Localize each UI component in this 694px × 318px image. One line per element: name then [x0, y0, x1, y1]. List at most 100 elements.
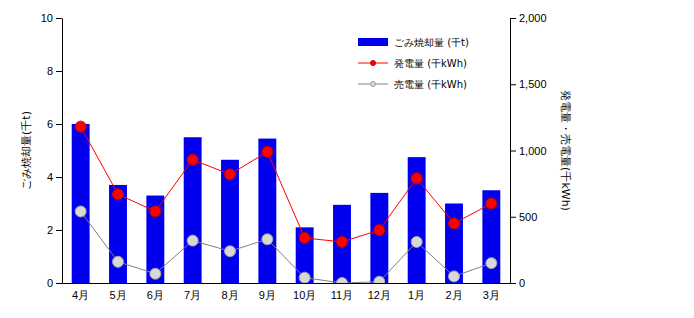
y2-axis-title: 発電量・売電量(千kWh): [559, 90, 572, 211]
tick: 1,000: [510, 145, 547, 157]
marker: [187, 235, 198, 246]
tick: 2月: [445, 283, 462, 301]
marker: [75, 121, 86, 132]
marker: [225, 169, 236, 180]
plot-area: [72, 121, 501, 283]
bar: [296, 227, 314, 283]
bar: [72, 124, 90, 283]
tick-mark: [510, 283, 516, 284]
tick: 1,500: [510, 78, 547, 90]
tick: 0: [510, 277, 525, 289]
marker: [449, 271, 460, 282]
tick-mark: [510, 217, 516, 218]
tick: 6: [47, 118, 62, 130]
tick-label: 1,000: [519, 145, 547, 157]
line: [81, 127, 492, 242]
tick: 4: [47, 171, 62, 183]
bar-series: [72, 124, 501, 283]
legend-label: 発電量 (千kWh): [394, 58, 467, 69]
tick-mark: [510, 84, 516, 85]
marker: [299, 232, 310, 243]
tick-label: 1,500: [519, 78, 547, 90]
bar: [370, 193, 388, 283]
axis-line: [63, 283, 511, 284]
marker: [150, 268, 161, 279]
tick: 9月: [259, 283, 276, 301]
tick-mark: [56, 71, 62, 72]
tick: 4月: [72, 283, 89, 301]
marker: [262, 234, 273, 245]
chart: 4月 5月 6月 7月 8月 9月 10月 11月 12月 1月 2月 3月 0 2 4 6 8 10 0 500 1,…: [0, 0, 694, 318]
tick-label: 10月: [293, 289, 316, 301]
tick-label: 2月: [445, 289, 462, 301]
legend-item: ごみ焼却量 (千t): [358, 37, 469, 48]
axis-line: [62, 19, 63, 284]
tick-label: 6: [47, 118, 53, 130]
tick: 1月: [408, 283, 425, 301]
marker: [486, 258, 497, 269]
bar: [184, 137, 202, 283]
tick-mark: [56, 283, 62, 284]
tick: 5月: [109, 283, 126, 301]
marker: [374, 225, 385, 236]
tick-label: 4月: [72, 289, 89, 301]
bar: [408, 157, 426, 283]
y2-axis: 0 500 1,000 1,500 2,000: [510, 12, 547, 289]
marker: [337, 236, 348, 247]
tick-label: 12月: [368, 289, 391, 301]
legend-marker: [371, 61, 376, 66]
bar: [482, 190, 500, 283]
legend-item: 発電量 (千kWh): [358, 58, 467, 69]
tick-mark: [56, 124, 62, 125]
tick: 10: [41, 12, 62, 24]
tick-mark: [56, 177, 62, 178]
marker: [262, 146, 273, 157]
marker: [374, 276, 385, 283]
bar: [333, 205, 351, 283]
tick: 8月: [221, 283, 238, 301]
tick-label: 1月: [408, 289, 425, 301]
marker: [337, 278, 348, 284]
marker: [411, 236, 422, 247]
tick-mark: [510, 151, 516, 152]
tick: 2,000: [510, 12, 547, 24]
tick-label: 0: [519, 277, 525, 289]
marker: [486, 198, 497, 209]
tick-label: 8: [47, 65, 53, 77]
tick-label: 11月: [331, 289, 353, 301]
tick-mark: [510, 18, 516, 19]
legend-marker: [371, 82, 376, 87]
tick-label: 4: [47, 171, 53, 183]
marker: [187, 154, 198, 165]
bar: [221, 160, 239, 283]
tick-label: 6月: [147, 289, 164, 301]
tick-mark: [56, 230, 62, 231]
marker: [299, 272, 310, 283]
x-axis: 4月 5月 6月 7月 8月 9月 10月 11月 12月 1月 2月 3月: [63, 283, 511, 301]
marker: [411, 173, 422, 184]
marker: [75, 206, 86, 217]
y-axis: 0 2 4 6 8 10: [41, 12, 63, 289]
marker: [113, 189, 124, 200]
line-series: [75, 206, 497, 283]
bar: [109, 185, 127, 283]
bar: [258, 139, 276, 283]
tick-label: 8月: [221, 289, 238, 301]
tick-mark: [56, 18, 62, 19]
tick-label: 5月: [109, 289, 126, 301]
legend: ごみ焼却量 (千t) 発電量 (千kWh) 売電量 (千kWh): [358, 37, 469, 90]
tick-label: 0: [47, 277, 53, 289]
tick-label: 2: [47, 224, 53, 236]
y-axis-title: ごみ焼却量(千t): [20, 111, 33, 190]
tick-label: 2,000: [519, 12, 547, 24]
tick: 2: [47, 224, 62, 236]
tick-label: 500: [519, 211, 537, 223]
tick-label: 7月: [184, 289, 201, 301]
line-series: [75, 121, 497, 247]
tick: 3月: [483, 283, 500, 301]
marker: [449, 218, 460, 229]
legend-label: 売電量 (千kWh): [394, 79, 467, 90]
marker: [150, 206, 161, 217]
tick: 7月: [184, 283, 201, 301]
tick: 6月: [147, 283, 164, 301]
